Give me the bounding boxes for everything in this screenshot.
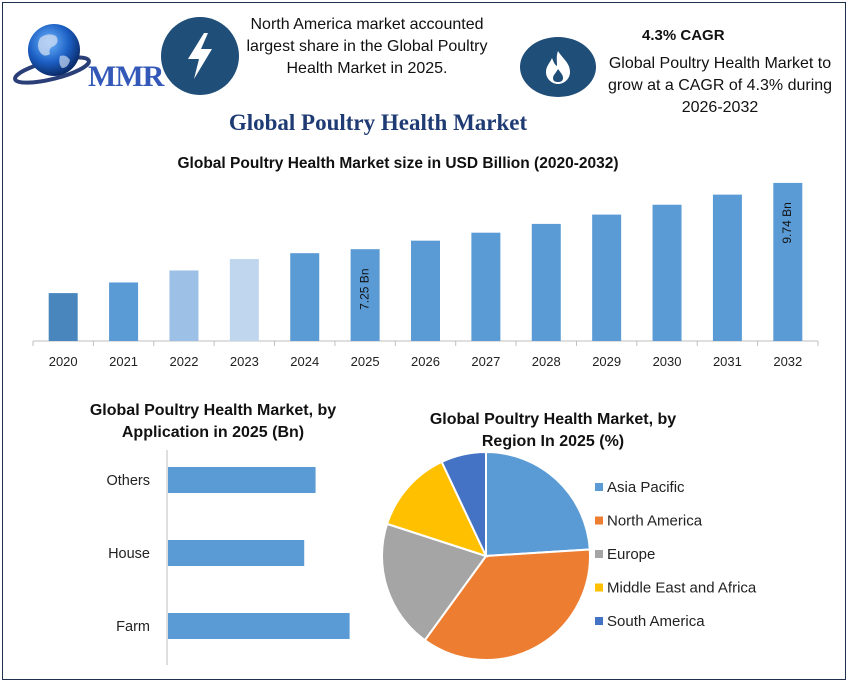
bar-house xyxy=(168,540,305,566)
bar-2028 xyxy=(531,223,561,341)
x-tick-label: 2029 xyxy=(592,354,621,369)
x-tick-label: 2026 xyxy=(411,354,440,369)
bar-2031 xyxy=(712,194,742,341)
slice-europe xyxy=(381,522,488,642)
legend-swatch xyxy=(595,583,603,592)
bar-2025 xyxy=(350,249,380,341)
region-pie-chart: Asia Pacific North America Europe Middle Ea… xyxy=(381,450,757,661)
x-tick-label: 2030 xyxy=(653,354,682,369)
legend-swatch xyxy=(595,550,603,558)
x-tick-label: 2024 xyxy=(290,354,319,369)
legend-label: South America xyxy=(607,613,705,630)
bar-farm xyxy=(168,613,350,639)
bar-2022 xyxy=(169,270,199,341)
bar-2030 xyxy=(652,204,682,341)
slice-south-america xyxy=(440,450,487,557)
legend-swatch xyxy=(595,617,603,625)
legend-label: Europe xyxy=(607,546,655,563)
lightning-icon xyxy=(161,17,239,95)
legend-swatch xyxy=(595,483,603,491)
globe-icon xyxy=(13,24,91,85)
logo-text: MMR xyxy=(88,60,164,93)
x-tick-label: 2021 xyxy=(109,354,138,369)
mmr-logo: MMR xyxy=(10,12,164,93)
bar-others xyxy=(168,467,316,493)
data-label-2032: 9.74 Bn xyxy=(780,202,794,243)
cagr-title: 4.3% CAGR xyxy=(642,27,725,44)
slice-north-america xyxy=(423,548,591,661)
application-bar-chart: Others House Farm xyxy=(106,450,350,665)
bar-2023 xyxy=(229,259,259,341)
category-label: Farm xyxy=(116,619,150,635)
region-chart-title: Global Poultry Health Market, by Region … xyxy=(429,411,677,450)
bar-2026 xyxy=(411,240,440,341)
bar-2024 xyxy=(290,253,320,341)
slice-middle-east-and-africa xyxy=(385,460,488,558)
category-label: House xyxy=(108,546,150,562)
legend-label: Middle East and Africa xyxy=(607,580,757,597)
x-tick-label: 2027 xyxy=(471,354,500,369)
north-america-info: North America market accounted largest s… xyxy=(246,16,488,77)
bar-2029 xyxy=(592,214,622,341)
x-tick-label: 2022 xyxy=(170,354,199,369)
x-tick-label: 2032 xyxy=(773,354,802,369)
x-tick-label: 2031 xyxy=(713,354,742,369)
market-size-chart-title: Global Poultry Health Market size in USD… xyxy=(177,155,619,172)
page-title: Global Poultry Health Market xyxy=(228,110,528,135)
legend-label: North America xyxy=(607,513,703,530)
legend-label: Asia Pacific xyxy=(607,479,685,496)
x-tick-label: 2025 xyxy=(351,354,380,369)
bar-2032 xyxy=(773,182,803,341)
legend-swatch xyxy=(595,516,603,525)
x-tick-label: 2028 xyxy=(532,354,561,369)
flame-icon xyxy=(520,37,596,97)
bar-2027 xyxy=(471,232,501,341)
market-size-bar-chart: 2020 2021 2022 2023 2024 2025 7.25 Bn 2026 2027 2… xyxy=(32,182,819,369)
x-tick-label: 2023 xyxy=(230,354,259,369)
application-chart-title: Global Poultry Health Market, by Applica… xyxy=(89,402,337,441)
cagr-info: Global Poultry Health Market to grow at … xyxy=(607,55,833,116)
slice-asia-pacific xyxy=(485,450,591,558)
bar-2020 xyxy=(48,293,78,341)
category-label: Others xyxy=(106,473,150,489)
data-label-2025: 7.25 Bn xyxy=(357,268,371,309)
x-tick-label: 2020 xyxy=(49,354,78,369)
bar-2021 xyxy=(109,282,139,341)
